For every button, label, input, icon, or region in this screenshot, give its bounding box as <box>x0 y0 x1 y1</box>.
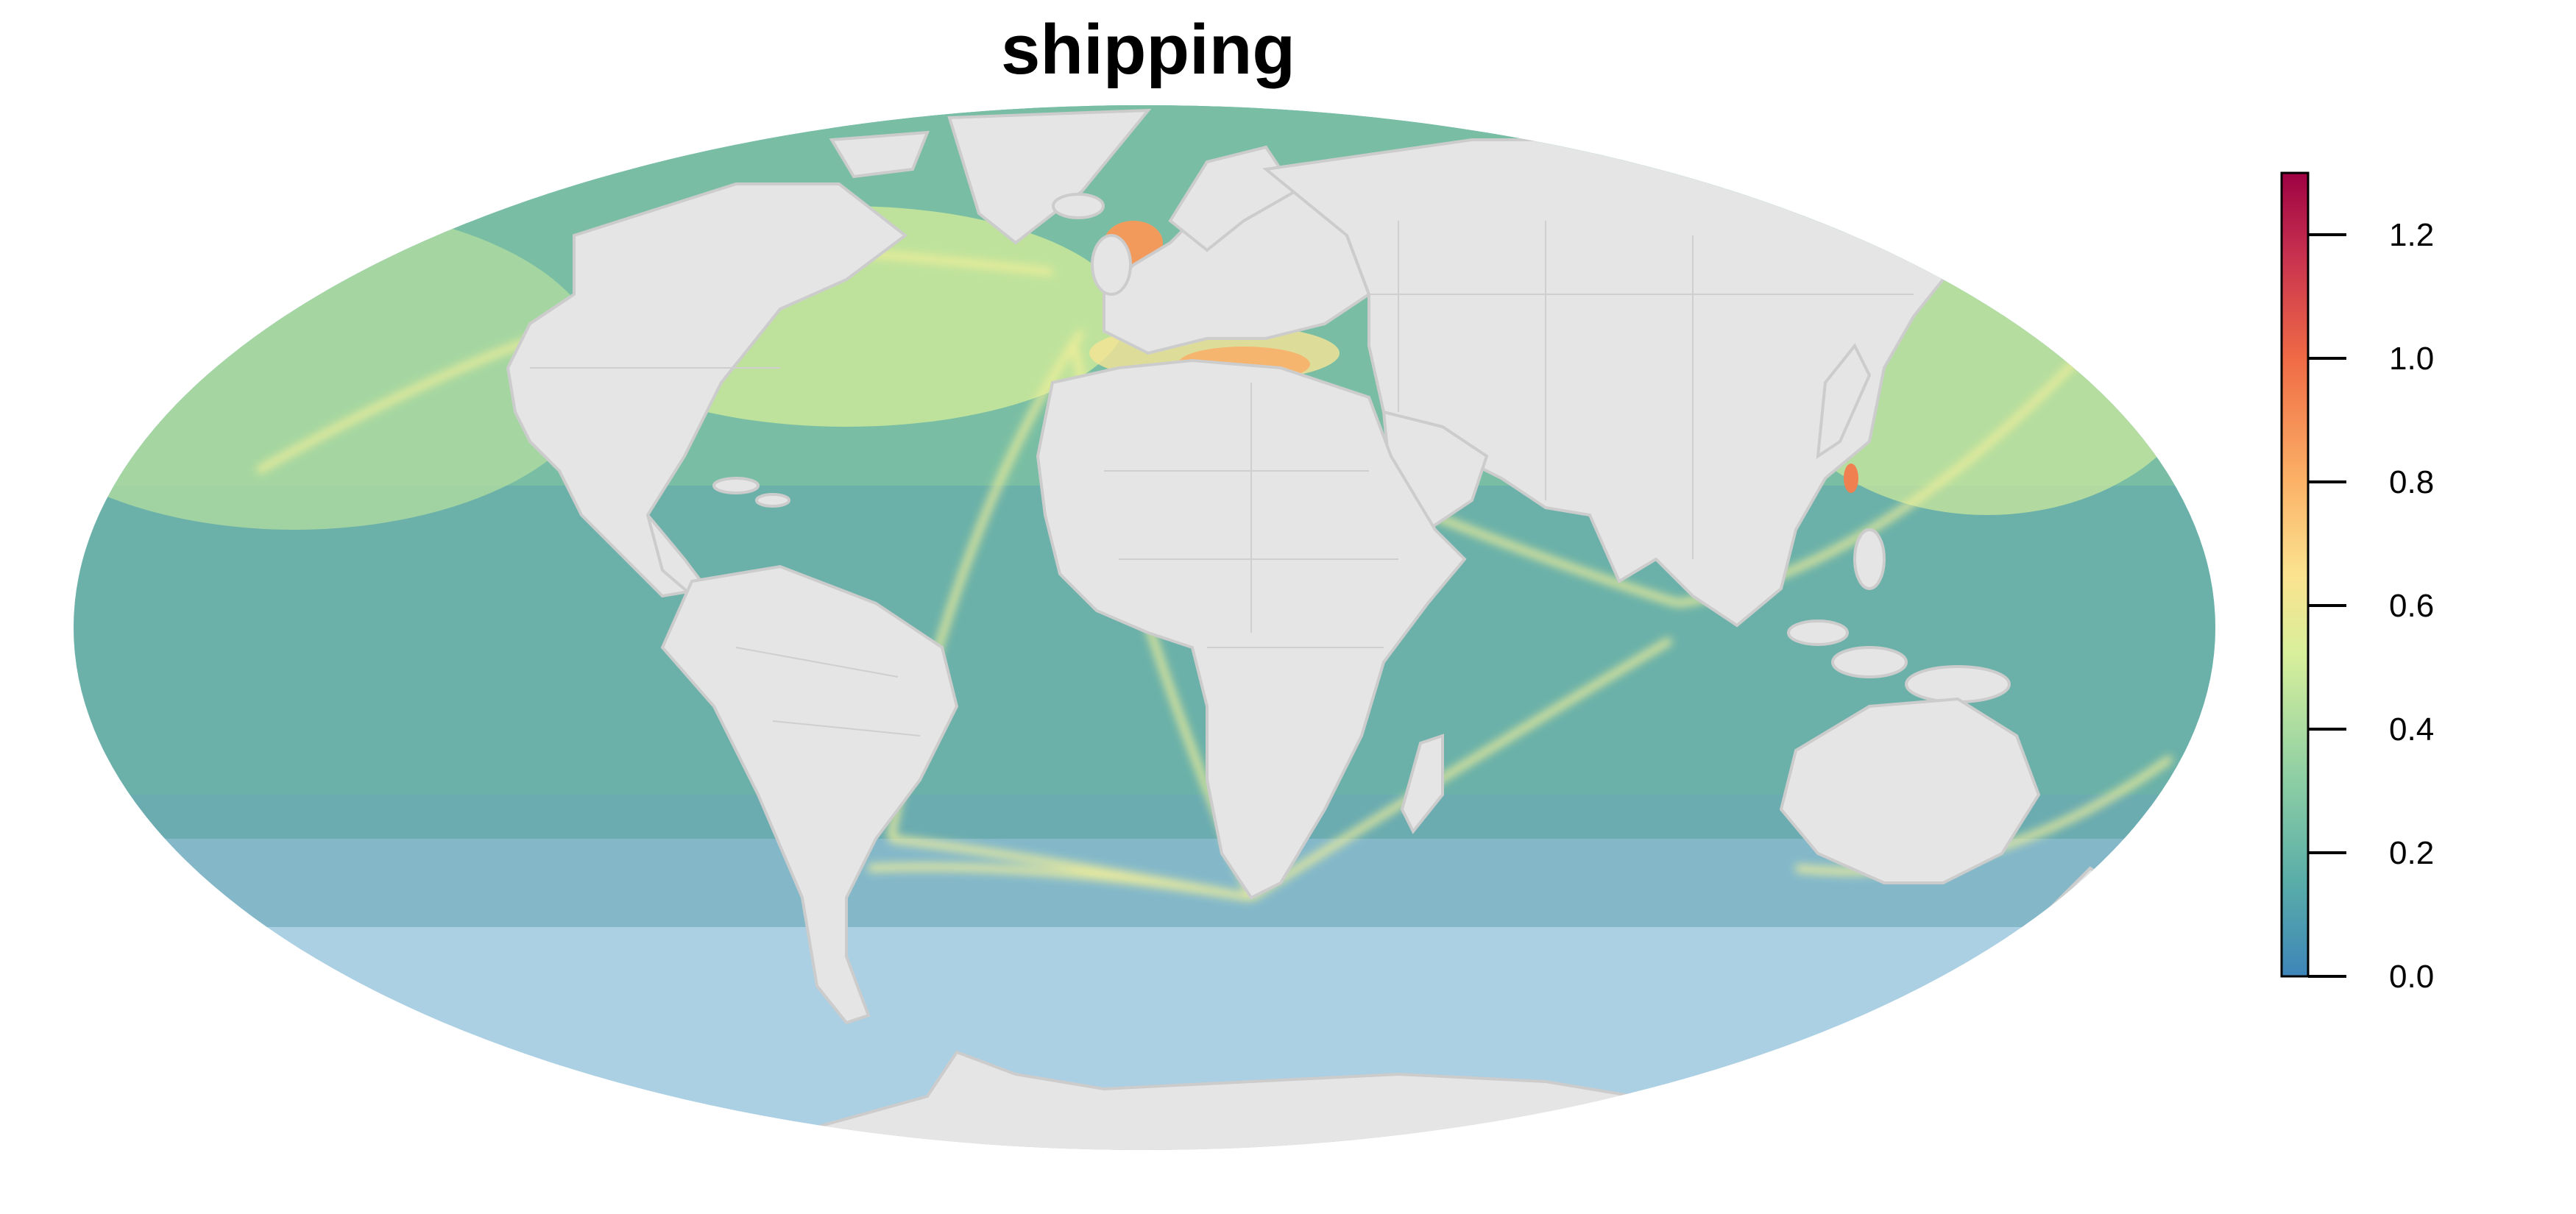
map-title: shipping <box>1001 10 1295 89</box>
colorbar-ticks: 0.0 0.2 0.4 0.6 0.8 1.0 1.2 <box>2308 217 2434 995</box>
colorbar-tick-label: 0.2 <box>2389 835 2434 871</box>
south-america <box>660 564 959 1025</box>
colorbar-legend: 0.0 0.2 0.4 0.6 0.8 1.0 1.2 <box>2280 171 2434 995</box>
colorbar-tick-label: 1.0 <box>2389 341 2434 377</box>
madagascar <box>1400 734 1444 834</box>
japan <box>1816 343 1872 460</box>
arctic-islands <box>829 130 930 179</box>
land <box>506 108 2115 1150</box>
colorbar-tick-label: 1.2 <box>2389 217 2434 253</box>
colorbar-tick-label: 0.4 <box>2389 711 2434 748</box>
mollweide-globe <box>74 105 2215 1150</box>
colorbar-tick-label: 0.6 <box>2389 588 2434 624</box>
colorbar-fill <box>2280 171 2310 978</box>
greenland <box>947 108 1152 245</box>
colorbar-tick-label: 0.0 <box>2389 959 2434 995</box>
country-borders <box>530 221 1914 736</box>
colorbar-tick-label: 0.8 <box>2389 464 2434 500</box>
australia <box>1779 697 2041 884</box>
